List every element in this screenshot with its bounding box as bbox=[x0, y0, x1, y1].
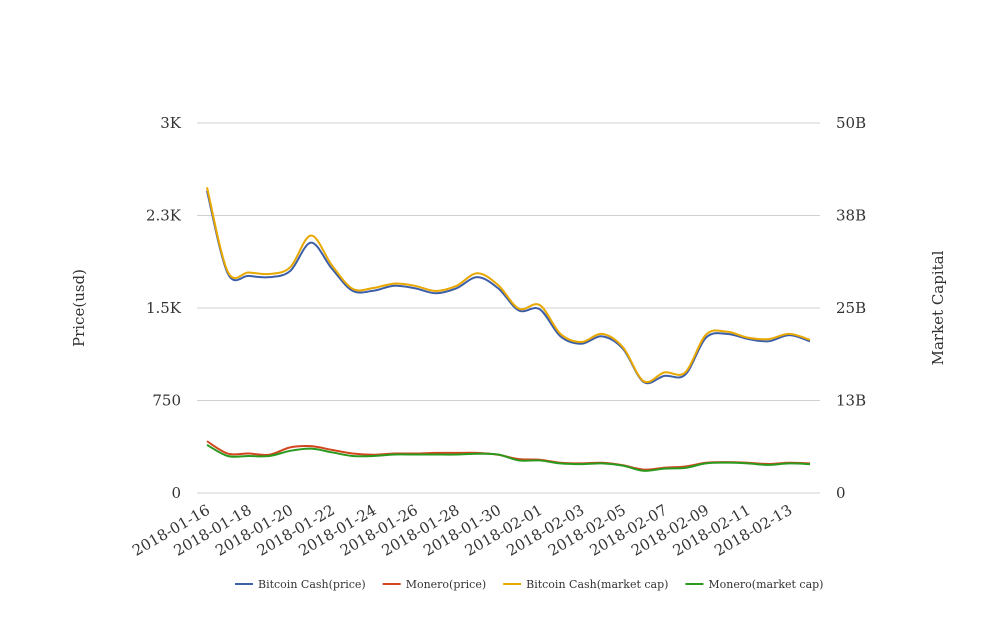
right-tick-label: 50B bbox=[836, 114, 866, 132]
right-tick-label: 25B bbox=[836, 299, 866, 317]
series-line-bitcoin-cash-price bbox=[206, 190, 811, 385]
legend: Bitcoin Cash(price) Monero(price) Bitcoin … bbox=[235, 578, 823, 591]
legend-label: Monero(price) bbox=[406, 578, 486, 591]
left-tick-label: 2.3K bbox=[146, 207, 182, 225]
right-axis-ticks: 0 13B 25B 38B 50B bbox=[836, 114, 866, 502]
series-line-bitcoin-cash-market-cap bbox=[206, 187, 811, 384]
series-line-monero-market-cap bbox=[206, 444, 811, 472]
right-tick-label: 38B bbox=[836, 207, 866, 225]
legend-label: Bitcoin Cash(price) bbox=[258, 578, 366, 591]
legend-label: Bitcoin Cash(market cap) bbox=[526, 578, 668, 591]
left-tick-label: 1.5K bbox=[146, 299, 182, 317]
left-tick-label: 0 bbox=[171, 484, 181, 502]
series-layer bbox=[206, 187, 811, 472]
right-tick-label: 0 bbox=[836, 484, 846, 502]
left-axis-title: Price(usd) bbox=[70, 269, 88, 347]
right-tick-label: 13B bbox=[836, 392, 866, 410]
left-tick-label: 3K bbox=[160, 114, 182, 132]
right-axis-title: Market Capital bbox=[929, 250, 947, 365]
series-line-monero-price bbox=[206, 440, 811, 471]
left-axis-ticks: 0 750 1.5K 2.3K 3K bbox=[146, 114, 182, 502]
x-axis-ticks: 2018-01-162018-01-182018-01-202018-01-22… bbox=[129, 501, 795, 560]
legend-label: Monero(market cap) bbox=[708, 578, 823, 591]
left-tick-label: 750 bbox=[152, 392, 181, 410]
grid-layer bbox=[197, 122, 820, 494]
